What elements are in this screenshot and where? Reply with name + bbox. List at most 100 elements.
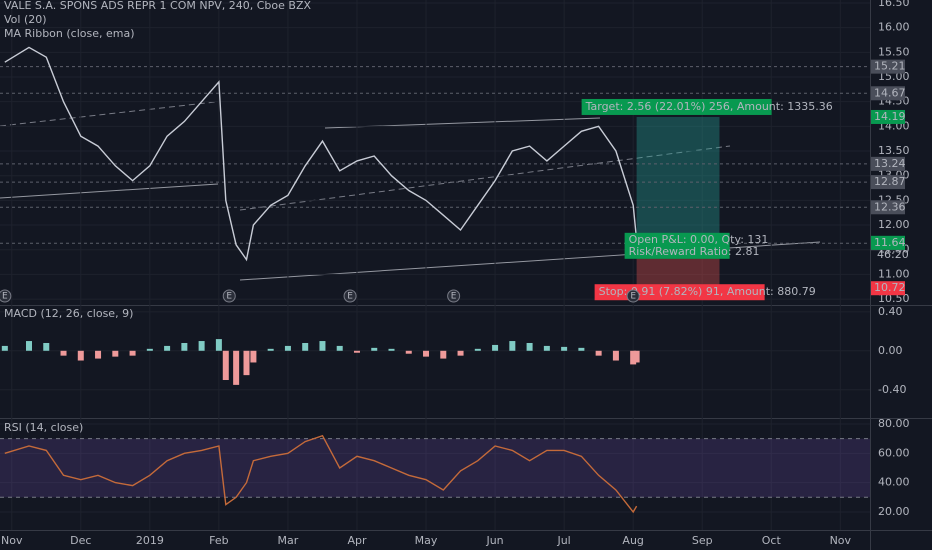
level-tag-label: 14.67 <box>874 86 906 99</box>
macd-histogram-bar <box>612 350 619 361</box>
macd-histogram-bar <box>243 350 250 376</box>
price-tag-label: 11.64 <box>874 236 906 249</box>
macd-histogram-bar <box>578 347 585 351</box>
macd-histogram-bar <box>215 339 222 351</box>
macd-histogram-bar <box>26 341 32 351</box>
ratio-label: Risk/Reward Ratio: 2.81 <box>629 245 760 258</box>
macd-histogram-bar <box>181 342 188 351</box>
macd-histogram-bar <box>509 341 516 351</box>
earnings-marker <box>0 289 12 303</box>
macd-histogram-bar <box>129 350 136 356</box>
macd-histogram-bar <box>405 350 412 354</box>
level-tag <box>871 200 905 215</box>
x-tick-label: Nov <box>830 534 852 547</box>
macd-histogram-bar <box>492 344 499 351</box>
level-tag <box>871 86 905 101</box>
macd-histogram-bar <box>250 350 257 363</box>
earnings-label: E <box>630 292 636 302</box>
macd-histogram-bar <box>233 350 240 385</box>
x-tick-label: Jul <box>556 534 570 547</box>
target-label: Target: 2.56 (22.01%) 256, Amount: 1335.… <box>585 100 833 113</box>
x-tick-label: Dec <box>70 534 91 547</box>
x-tick-label: 2019 <box>136 534 164 547</box>
earnings-label: E <box>347 292 353 302</box>
macd-histogram-bar <box>164 345 171 351</box>
macd-histogram-bar <box>633 350 640 363</box>
trend-line <box>239 145 731 211</box>
macd-histogram-bar <box>353 350 360 353</box>
macd-histogram-bar <box>302 342 309 351</box>
earnings-marker <box>447 289 461 303</box>
macd-histogram-bar <box>630 350 637 365</box>
y-tick-label: -0.40 <box>878 383 906 396</box>
trend-line <box>0 101 216 127</box>
rsi-line <box>4 434 638 514</box>
y-tick-label: 20.00 <box>878 505 910 518</box>
macd-title: MACD (12, 26, close, 9) <box>4 307 133 320</box>
macd-histogram-bar <box>371 347 378 351</box>
x-tick-label: Apr <box>347 534 367 547</box>
level-tag <box>871 156 905 171</box>
macd-histogram-bar <box>561 346 568 351</box>
stop-label: Stop: 0.91 (7.82%) 91, Amount: 880.79 <box>599 285 816 298</box>
y-tick-label: 16.50 <box>878 0 910 9</box>
level-tag <box>871 175 905 190</box>
rsi-band <box>0 438 870 498</box>
earnings-label: E <box>226 292 232 302</box>
macd-histogram-bar <box>457 350 464 356</box>
macd-histogram-bar <box>526 342 533 351</box>
x-tick-label: Mar <box>278 534 299 547</box>
macd-histogram-bar <box>1 345 8 351</box>
x-tick-label: Jun <box>485 534 503 547</box>
y-tick-label: 40.00 <box>878 476 910 489</box>
price-tag-label: 10.72 <box>874 281 906 294</box>
macd-histogram-bar <box>77 350 84 361</box>
macd-histogram-bar <box>112 350 119 357</box>
price-tag <box>871 235 905 250</box>
level-tag <box>871 59 905 74</box>
price-tag <box>871 281 905 296</box>
y-tick-label: 11.00 <box>878 267 910 280</box>
macd-histogram-bar <box>423 350 430 357</box>
earnings-marker <box>343 289 357 303</box>
level-tag-label: 12.36 <box>874 200 906 213</box>
price-tag-label: 14.19 <box>874 110 906 123</box>
y-tick-label: 15.50 <box>878 45 910 58</box>
countdown: 46:20 <box>877 248 909 261</box>
y-tick-label: 13.50 <box>878 144 910 157</box>
macd-histogram-bar <box>336 345 343 351</box>
volume-legend: Vol (20) <box>4 13 47 26</box>
y-tick-label: 16.00 <box>878 21 910 34</box>
earnings-label: E <box>2 292 8 302</box>
y-tick-label: 10.50 <box>878 292 910 305</box>
x-tick-label: Aug <box>622 534 643 547</box>
symbol-title: VALE S.A. SPONS ADS REPR 1 COM NPV, 240,… <box>4 0 311 12</box>
y-tick-label: 80.00 <box>878 417 910 430</box>
pnl-box <box>624 232 730 259</box>
x-tick-label: Sep <box>692 534 713 547</box>
x-tick-label: Nov <box>1 534 23 547</box>
earnings-marker <box>222 289 236 303</box>
macd-histogram-bar <box>440 350 447 359</box>
macd-histogram-bar <box>319 341 326 351</box>
y-tick-label: 60.00 <box>878 446 910 459</box>
price-tag <box>871 109 905 124</box>
macd-histogram-bar <box>595 350 602 356</box>
macd-histogram-bar <box>60 350 67 356</box>
macd-histogram-bar <box>95 350 102 359</box>
macd-histogram-bar <box>543 345 550 351</box>
rsi-title: RSI (14, close) <box>4 421 83 434</box>
price-line <box>4 46 638 262</box>
level-tag-label: 15.21 <box>874 60 906 73</box>
target-box <box>581 98 772 115</box>
macd-histogram-bar <box>198 341 205 351</box>
macd-histogram-bar <box>388 348 395 351</box>
macd-histogram-bar <box>222 350 229 381</box>
earnings-label: E <box>451 292 457 302</box>
plot-layer: Nov Dec 2019 Feb Mar Apr May Jun Jul Aug Sep Oct Nov… <box>0 0 910 547</box>
macd-histogram-bar <box>146 348 153 351</box>
y-tick-label: 12.00 <box>878 218 910 231</box>
trend-line <box>0 183 219 199</box>
